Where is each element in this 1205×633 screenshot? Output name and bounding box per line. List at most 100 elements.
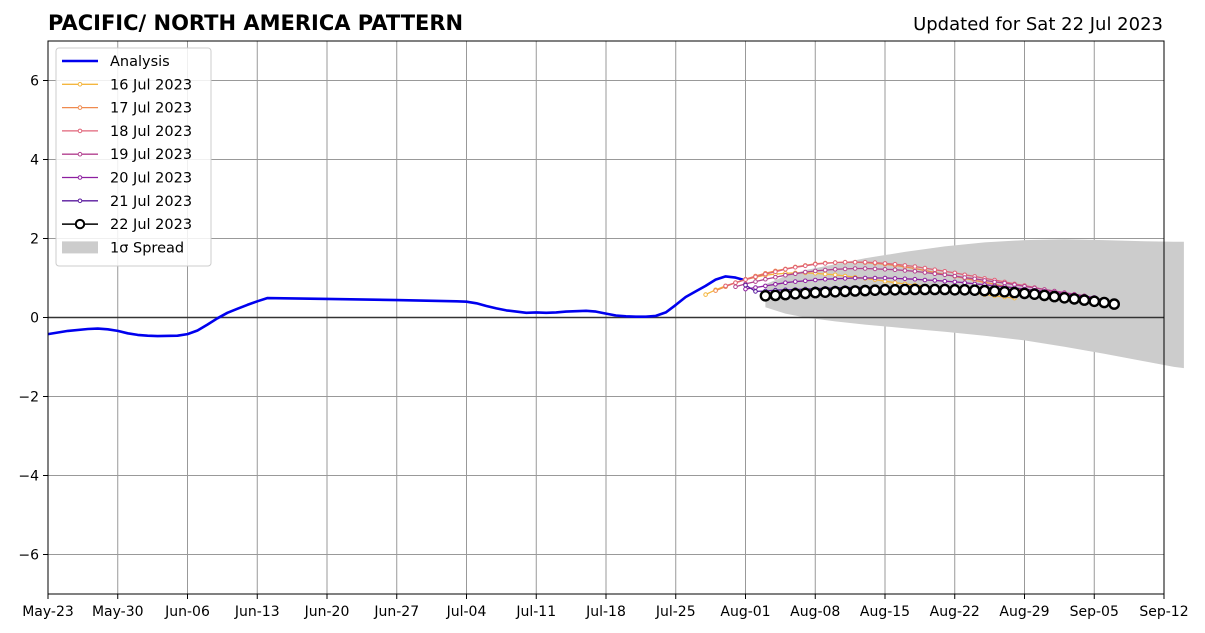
forecast-point bbox=[1088, 295, 1101, 308]
forecast-point bbox=[842, 276, 848, 281]
forecast-point bbox=[793, 271, 798, 277]
forecast-point bbox=[882, 275, 888, 281]
forecast-point bbox=[942, 272, 948, 278]
x-tick-label: Jul-25 bbox=[655, 604, 696, 620]
legend-label: 18 Jul 2023 bbox=[110, 124, 192, 140]
forecast-point bbox=[879, 283, 891, 296]
analysis-line bbox=[47, 275, 746, 338]
forecast-point bbox=[813, 261, 818, 267]
forecast-point bbox=[773, 274, 778, 280]
forecast-point bbox=[813, 277, 818, 283]
forecast-point bbox=[869, 284, 881, 297]
forecast-point bbox=[992, 279, 997, 285]
forecast-point bbox=[743, 286, 748, 292]
series-layer bbox=[47, 259, 1120, 338]
forecast-point bbox=[819, 286, 832, 299]
forecast-point bbox=[763, 271, 768, 277]
y-tick-label: −6 bbox=[18, 548, 39, 564]
forecast-point bbox=[872, 260, 878, 265]
x-tick-label: Jun-27 bbox=[373, 604, 419, 620]
forecast-point bbox=[929, 283, 941, 296]
forecast-point bbox=[793, 279, 798, 284]
x-tick-label: Jul-04 bbox=[446, 604, 487, 620]
legend-label: 16 Jul 2023 bbox=[110, 77, 192, 93]
forecast-point bbox=[942, 278, 948, 284]
forecast-point bbox=[872, 275, 878, 281]
y-tick-label: 6 bbox=[30, 74, 39, 90]
chart-title: PACIFIC/ NORTH AMERICA PATTERN bbox=[48, 11, 463, 35]
forecast-point bbox=[889, 283, 901, 296]
forecast-point bbox=[759, 289, 772, 302]
forecast-point bbox=[832, 260, 838, 265]
forecast-point bbox=[972, 276, 978, 282]
legend-label: 22 Jul 2023 bbox=[110, 217, 192, 233]
forecast-point bbox=[919, 283, 931, 296]
forecast-point bbox=[769, 289, 782, 302]
x-tick-label: Jun-20 bbox=[304, 604, 350, 620]
forecast-point bbox=[922, 270, 928, 275]
spread-layer bbox=[765, 239, 1184, 369]
forecast-point bbox=[753, 285, 758, 290]
forecast-point bbox=[1058, 291, 1071, 304]
forecast-point bbox=[793, 265, 798, 270]
forecast-point bbox=[1002, 280, 1007, 286]
forecast-point bbox=[832, 272, 838, 278]
forecast-point bbox=[703, 292, 708, 297]
forecast-point bbox=[862, 266, 868, 271]
forecast-point bbox=[998, 285, 1011, 298]
forecast-point bbox=[882, 267, 888, 272]
forecast-point bbox=[822, 261, 828, 266]
forecast-point bbox=[813, 268, 818, 274]
x-tick-label: Jul-11 bbox=[515, 604, 556, 620]
x-tick-label: May-30 bbox=[92, 604, 144, 620]
forecast-point bbox=[882, 261, 888, 266]
forecast-point bbox=[1018, 287, 1031, 300]
legend-marker bbox=[77, 105, 83, 110]
forecast-point bbox=[932, 267, 938, 273]
forecast-point bbox=[872, 266, 878, 272]
forecast-point bbox=[733, 284, 738, 290]
legend-label: Analysis bbox=[110, 54, 170, 70]
forecast-point bbox=[773, 282, 778, 287]
forecast-point bbox=[763, 276, 768, 282]
forecast-series bbox=[759, 283, 1120, 310]
legend-marker bbox=[77, 175, 83, 180]
legend-marker bbox=[77, 128, 83, 134]
forecast-point bbox=[1098, 296, 1110, 309]
forecast-point bbox=[773, 269, 778, 275]
forecast-point bbox=[892, 261, 898, 267]
legend-label: 17 Jul 2023 bbox=[110, 101, 192, 117]
forecast-point bbox=[743, 277, 748, 282]
forecast-point bbox=[832, 267, 838, 272]
legend-marker bbox=[77, 151, 83, 157]
forecast-point bbox=[1038, 289, 1051, 302]
forecast-point bbox=[783, 280, 788, 286]
forecast-point bbox=[912, 269, 918, 274]
forecast-point bbox=[799, 287, 812, 300]
forecast-point bbox=[988, 285, 1001, 297]
x-tick-label: Jun-13 bbox=[234, 604, 280, 620]
x-tick-label: Jul-18 bbox=[585, 604, 626, 620]
forecast-point bbox=[932, 271, 938, 277]
forecast-point bbox=[723, 283, 728, 289]
forecast-point bbox=[909, 283, 921, 296]
forecast-point bbox=[852, 266, 858, 271]
legend-marker bbox=[77, 198, 83, 204]
forecast-point bbox=[822, 271, 828, 277]
legend-label: 20 Jul 2023 bbox=[110, 171, 192, 187]
forecast-point bbox=[952, 273, 958, 279]
forecast-point bbox=[842, 259, 848, 265]
forecast-point bbox=[1028, 288, 1041, 301]
forecast-point bbox=[803, 263, 808, 269]
y-tick-label: 2 bbox=[30, 232, 39, 248]
x-tick-label: Aug-22 bbox=[930, 604, 980, 620]
forecast-point bbox=[932, 278, 938, 283]
forecast-point bbox=[939, 283, 951, 296]
y-axis: −6 −4 −2 0 2 4 6 bbox=[18, 74, 48, 564]
forecast-point bbox=[968, 284, 981, 297]
forecast-point bbox=[892, 280, 898, 286]
forecast-point bbox=[859, 284, 871, 297]
x-tick-label: Aug-29 bbox=[999, 604, 1049, 620]
forecast-point bbox=[829, 285, 842, 298]
